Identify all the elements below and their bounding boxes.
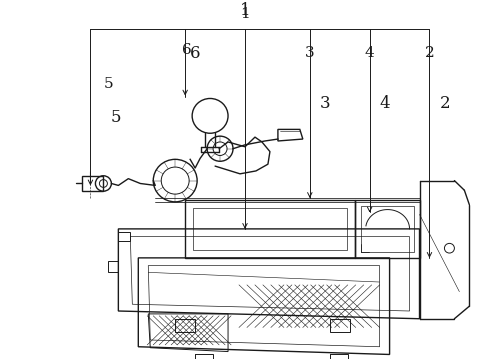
Text: 1: 1 (240, 2, 250, 19)
Text: 4: 4 (365, 46, 374, 60)
Text: 4: 4 (380, 95, 390, 112)
Text: 6: 6 (190, 45, 201, 62)
Text: 2: 2 (440, 95, 450, 112)
Text: 6: 6 (182, 44, 192, 57)
Text: 5: 5 (103, 77, 113, 91)
Text: 2: 2 (425, 46, 434, 60)
Text: 1: 1 (240, 7, 250, 21)
Text: 3: 3 (305, 46, 315, 60)
Text: 3: 3 (320, 95, 330, 112)
Text: 5: 5 (110, 109, 121, 126)
